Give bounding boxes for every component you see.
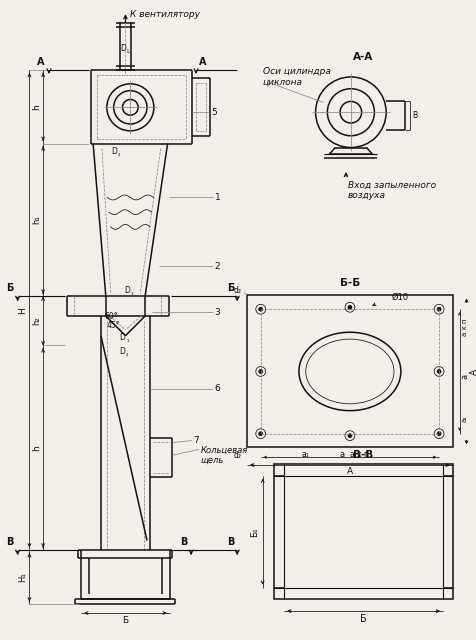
Text: Б: Б xyxy=(122,616,129,625)
Text: h₁: h₁ xyxy=(32,216,41,225)
Text: Б: Б xyxy=(227,283,234,292)
Text: a₁: a₁ xyxy=(462,415,467,422)
Circle shape xyxy=(259,432,263,436)
Text: B: B xyxy=(412,111,417,120)
Text: Б₁: Б₁ xyxy=(250,527,259,536)
Text: ₁: ₁ xyxy=(126,338,129,343)
Text: Ø10: Ø10 xyxy=(391,293,408,302)
Text: Б-Б: Б-Б xyxy=(340,278,360,288)
Text: A: A xyxy=(347,467,353,476)
Circle shape xyxy=(437,307,441,311)
Text: Вход запыленного
воздуха: Вход запыленного воздуха xyxy=(348,181,436,200)
Circle shape xyxy=(348,434,352,438)
Text: D: D xyxy=(125,286,130,295)
Text: ₃: ₃ xyxy=(131,291,134,296)
Text: d₂: d₂ xyxy=(234,286,242,295)
Text: D: D xyxy=(119,347,126,356)
Text: H: H xyxy=(18,307,27,314)
Text: А-А: А-А xyxy=(353,52,373,62)
Bar xyxy=(247,296,453,447)
Text: В-В: В-В xyxy=(354,451,374,460)
Text: H₁: H₁ xyxy=(18,572,27,582)
Text: 2: 2 xyxy=(215,262,220,271)
Text: 1: 1 xyxy=(215,193,220,202)
Text: h₂: h₂ xyxy=(32,317,41,325)
Text: 45°: 45° xyxy=(107,321,120,330)
Circle shape xyxy=(259,307,263,311)
Text: Б: Б xyxy=(6,283,13,292)
Text: a х п: a х п xyxy=(350,450,369,459)
Text: ₂: ₂ xyxy=(118,152,120,157)
Circle shape xyxy=(437,432,441,436)
Circle shape xyxy=(348,305,352,309)
Text: a: a xyxy=(460,374,469,379)
Circle shape xyxy=(259,369,263,373)
Text: 6: 6 xyxy=(215,384,220,393)
Text: В: В xyxy=(6,536,13,547)
Text: a: a xyxy=(339,450,345,459)
Bar xyxy=(275,464,453,599)
Text: К вентилятору: К вентилятору xyxy=(130,10,200,19)
Text: Б: Б xyxy=(360,614,367,624)
Text: h: h xyxy=(32,445,41,451)
Text: a₁: a₁ xyxy=(301,450,309,459)
Text: a х п: a х п xyxy=(462,318,467,335)
Text: В: В xyxy=(180,538,188,547)
Text: h: h xyxy=(32,104,41,109)
Circle shape xyxy=(437,369,441,373)
Text: L: L xyxy=(127,49,130,54)
Text: 3: 3 xyxy=(215,308,220,317)
Text: A: A xyxy=(470,369,476,374)
Text: 5: 5 xyxy=(211,108,217,116)
Text: ₂: ₂ xyxy=(126,352,129,357)
Text: Кольцевая
щель: Кольцевая щель xyxy=(201,445,248,465)
Text: D: D xyxy=(120,44,127,53)
Text: Оси цилиндра
циклона: Оси цилиндра циклона xyxy=(263,67,330,86)
Text: А: А xyxy=(199,57,207,67)
Text: d₂: d₂ xyxy=(234,451,242,460)
Text: D: D xyxy=(111,147,117,156)
Text: В: В xyxy=(227,536,234,547)
Text: 60°: 60° xyxy=(105,312,119,321)
Text: 7: 7 xyxy=(193,436,199,445)
Text: D: D xyxy=(119,333,126,342)
Text: А: А xyxy=(38,57,45,67)
